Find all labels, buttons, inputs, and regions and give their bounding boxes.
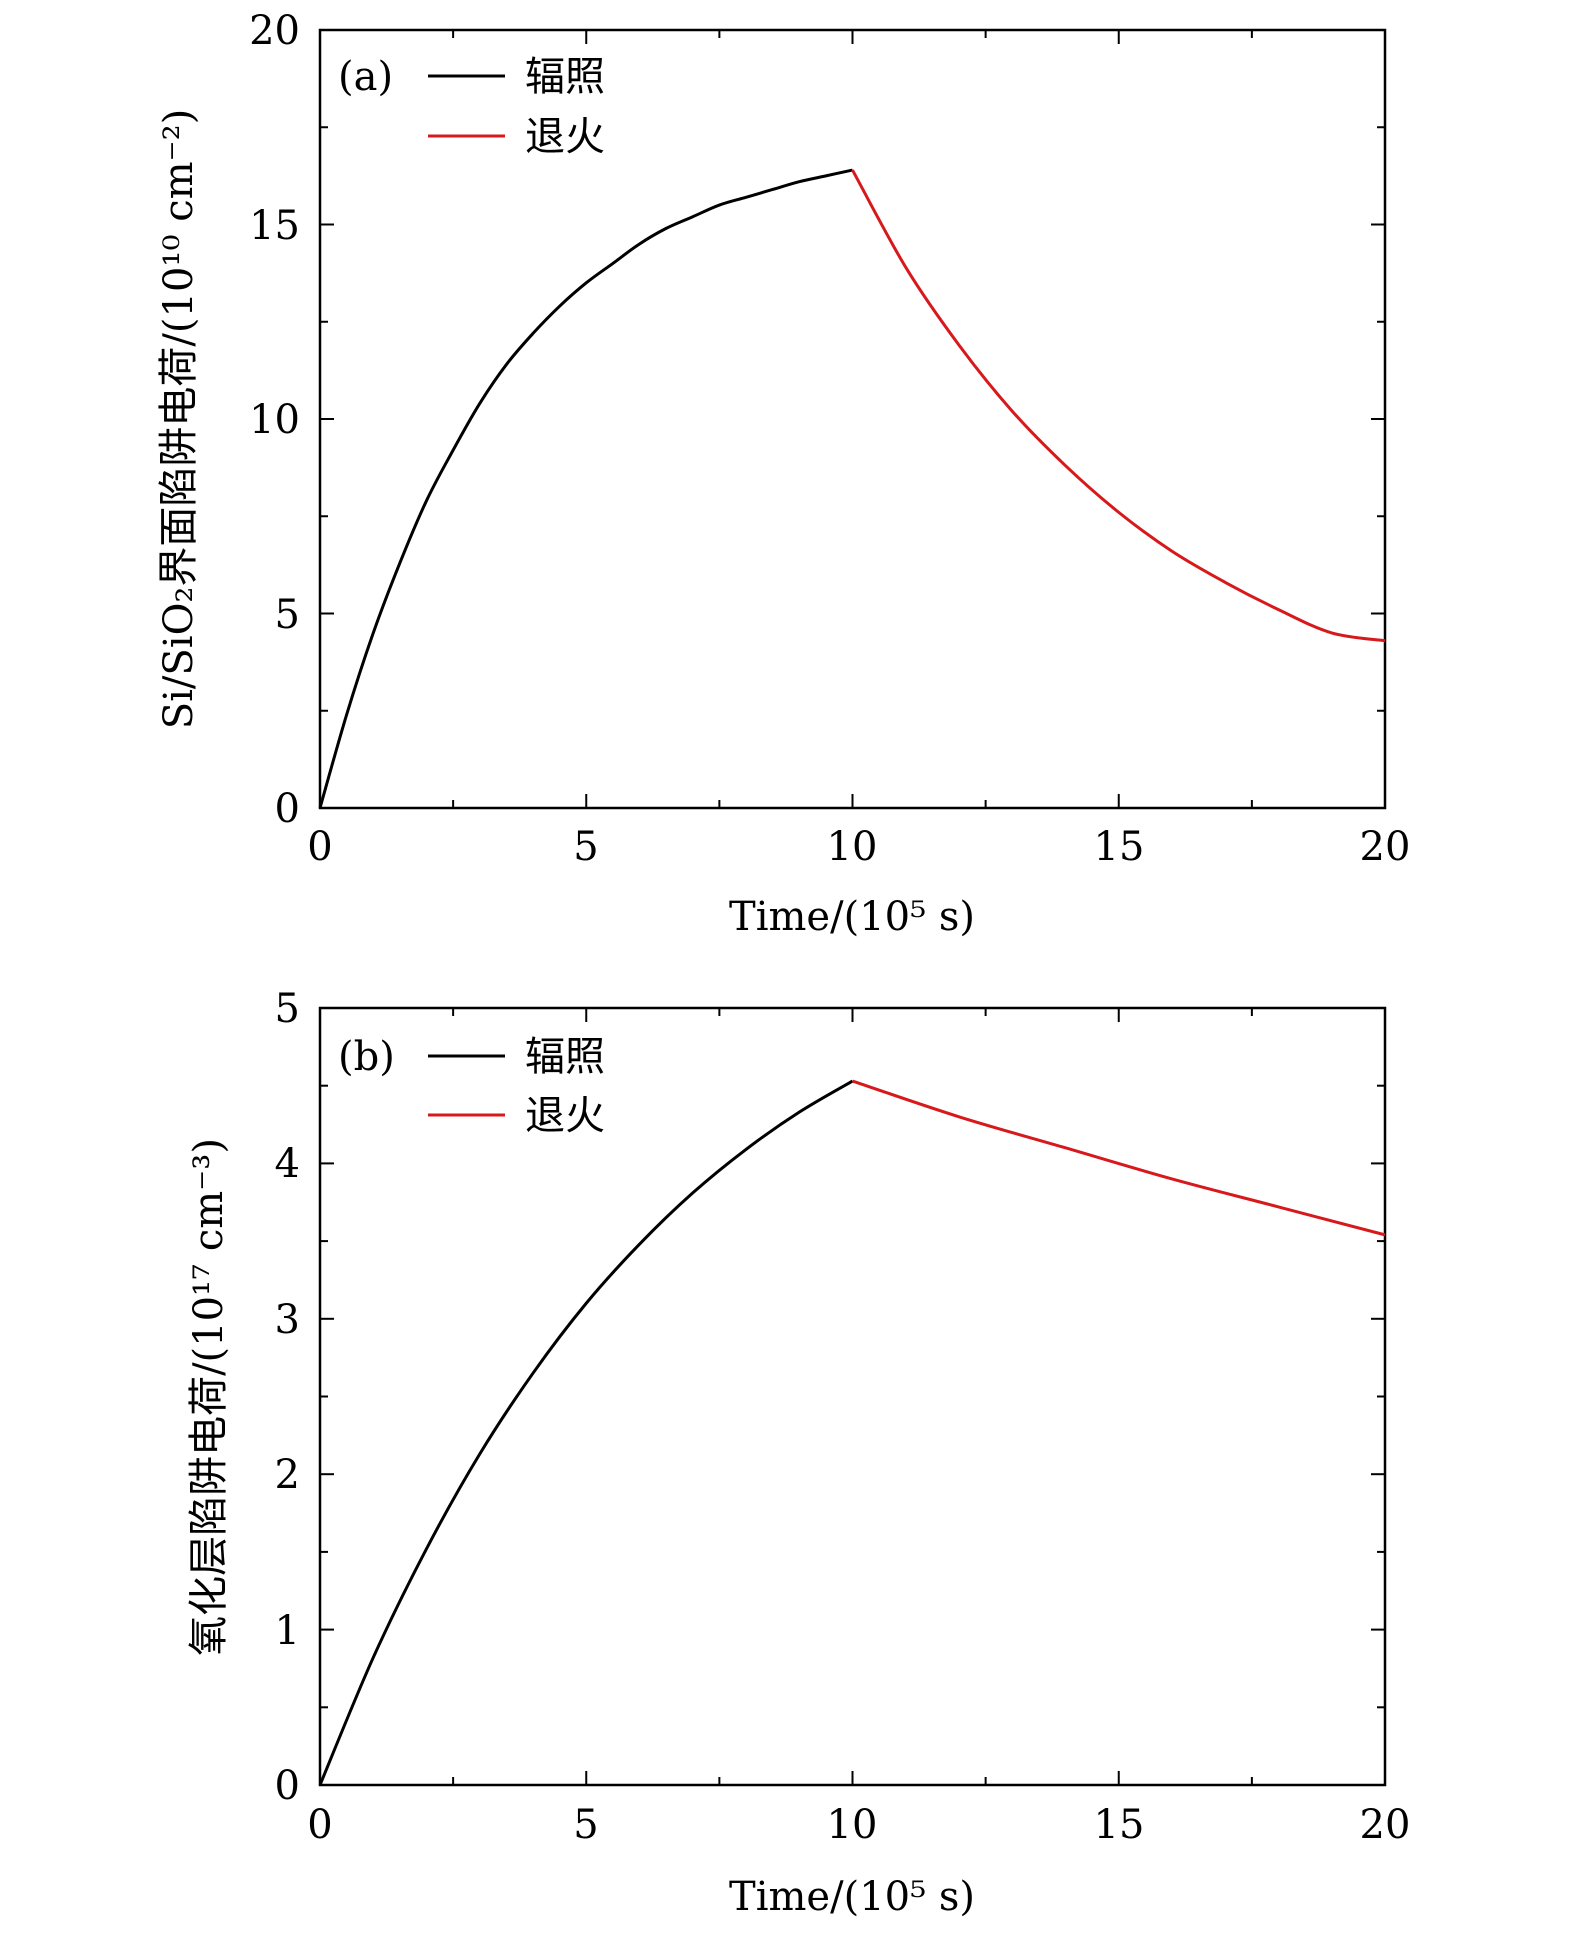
y-tick-labels-b: 0 1 2 3 4 5 [275,986,300,1809]
legend-label-irradiation-b: 辐照 [525,1034,605,1080]
x-tick-label: 0 [307,824,332,870]
y-axis-label-a: Si/SiO₂界面陷阱电荷/(10¹⁰ cm⁻²) [156,109,202,730]
series-line-annealing [851,169,1386,643]
y-tick-label: 3 [275,1297,300,1343]
x-tick-label: 10 [827,824,878,870]
y-axis-label-b: 氧化层陷阱电荷/(10¹⁷ cm⁻³) [186,1138,232,1656]
chart-panel-b: 0 5 10 15 20 0 1 2 3 4 5 Time/(10⁵ s) 氧化… [186,986,1410,1920]
y-tick-label: 4 [275,1141,300,1187]
x-axis-label-a: Time/(10⁵ s) [729,894,975,940]
plot-frame-a [318,28,1387,810]
plot-frame-b [318,1006,1387,1787]
y-tick-label: 20 [249,8,300,54]
chart-panel-a: 0 5 10 15 20 0 5 10 15 20 Time/(10⁵ s) S… [156,8,1410,940]
x-tick-labels-a: 0 5 10 15 20 [307,824,1410,870]
x-tick-label: 20 [1360,1802,1411,1848]
legend-a: 辐照 退火 [428,54,605,160]
y-tick-label: 5 [275,592,300,638]
x-tick-label: 0 [307,1802,332,1848]
y-tick-label: 15 [249,203,300,249]
series-group-b [318,1079,1386,1786]
tick-marks-a [319,29,1386,809]
x-tick-label: 15 [1094,1802,1145,1848]
x-tick-label: 20 [1360,824,1411,870]
x-tick-label: 15 [1094,824,1145,870]
x-tick-labels-b: 0 5 10 15 20 [307,1802,1410,1848]
legend-label-annealing-b: 退火 [525,1093,605,1139]
y-tick-label: 5 [275,986,300,1032]
legend-label-irradiation-a: 辐照 [525,54,605,100]
legend-b: 辐照 退火 [428,1034,605,1139]
y-tick-labels-a: 0 5 10 15 20 [249,8,300,832]
y-tick-label: 10 [249,397,300,443]
panel-label-a: (a) [338,54,393,100]
x-tick-label: 5 [573,1802,598,1848]
series-line-annealing [852,1079,1386,1237]
series-line-irradiation [318,1079,854,1786]
x-axis-label-b: Time/(10⁵ s) [729,1874,975,1920]
panel-label-b: (b) [338,1034,395,1080]
series-group-a [318,168,1386,809]
legend-label-annealing-a: 退火 [525,114,605,160]
series-line-irradiation [318,168,853,809]
tick-marks-b [319,1007,1386,1786]
y-tick-label: 1 [275,1608,300,1654]
x-tick-label: 10 [827,1802,878,1848]
y-tick-label: 0 [275,1763,300,1809]
x-tick-label: 5 [573,824,598,870]
y-tick-label: 0 [275,786,300,832]
y-tick-label: 2 [275,1452,300,1498]
